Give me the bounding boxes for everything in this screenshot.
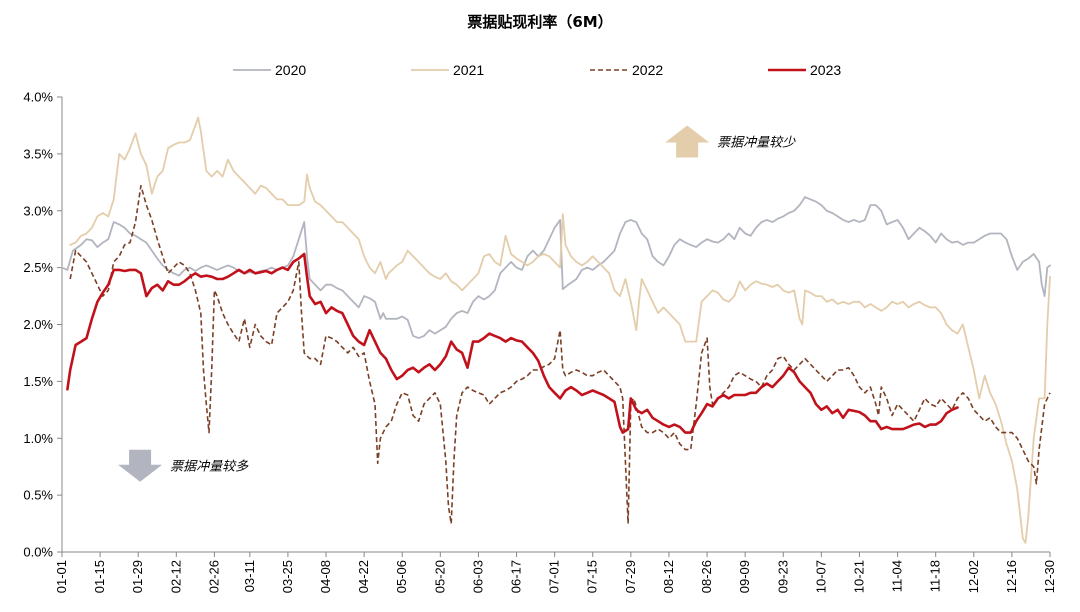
x-tick-label: 07-15	[585, 560, 600, 593]
x-tick-label: 03-11	[242, 560, 257, 592]
series-line-2022	[69, 184, 1051, 525]
x-tick-label: 05-06	[394, 560, 409, 593]
chart-title: 票据贴现利率（6M）	[467, 13, 612, 31]
annotation-down-text: 票据冲量较多	[170, 460, 249, 475]
legend-label-2021: 2021	[453, 62, 484, 78]
x-tick-label: 12-02	[966, 560, 981, 593]
y-tick-label: 0.0%	[23, 545, 53, 560]
x-tick-label: 02-12	[168, 560, 183, 593]
y-tick-label: 0.5%	[23, 488, 53, 503]
series-lines	[61, 116, 1051, 544]
x-tick-label: 08-12	[661, 560, 676, 593]
x-tick-label: 01-15	[92, 560, 107, 593]
legend: 2020 2021 2022 2023	[233, 62, 841, 78]
x-tick-label: 06-03	[470, 560, 485, 593]
x-tick-label: 12-16	[1004, 560, 1019, 593]
x-tick-label: 05-20	[432, 560, 447, 593]
x-tick-label: 01-29	[130, 560, 145, 593]
legend-label-2023: 2023	[810, 62, 841, 78]
x-tick-label: 08-26	[699, 560, 714, 593]
x-tick-label: 11-18	[928, 560, 943, 592]
x-tick-label: 10-21	[851, 560, 866, 593]
y-tick-label: 2.0%	[23, 317, 53, 332]
y-tick-label: 2.5%	[23, 260, 53, 275]
x-tick-label: 09-23	[775, 560, 790, 593]
x-tick-label: 07-01	[547, 560, 562, 593]
y-tick-label: 1.5%	[23, 374, 53, 389]
x-tick-label: 01-01	[54, 560, 69, 593]
series-line-2021	[69, 116, 1051, 544]
x-tick-label: 11-04	[890, 560, 905, 592]
arrow-down-icon	[118, 449, 163, 482]
axes: 0.0% 0.5% 1.0% 1.5% 2.0% 2.5% 3.0% 3.5% 4.0% 01-0…	[23, 90, 1057, 594]
y-tick-label: 1.0%	[23, 431, 53, 446]
x-tick-label: 04-08	[318, 560, 333, 593]
x-tick-label: 09-09	[737, 560, 752, 593]
x-tick-label: 07-29	[623, 560, 638, 593]
y-tick-label: 4.0%	[23, 90, 53, 105]
annotation-up-text: 票据冲量较少	[717, 136, 796, 151]
x-tick-label: 02-26	[206, 560, 221, 593]
arrow-up-icon	[665, 125, 710, 158]
x-tick-label: 10-07	[813, 560, 828, 593]
legend-label-2020: 2020	[275, 62, 306, 78]
series-line-2020	[61, 196, 1051, 339]
x-tick-label: 03-25	[280, 560, 295, 593]
series-line-2023	[66, 252, 959, 434]
y-tick-label: 3.5%	[23, 146, 53, 161]
y-tick-label: 3.0%	[23, 203, 53, 218]
x-tick-label: 12-30	[1042, 560, 1057, 593]
x-tick-label: 04-22	[356, 560, 371, 593]
x-tick-label: 06-17	[509, 560, 524, 593]
legend-label-2022: 2022	[632, 62, 663, 78]
